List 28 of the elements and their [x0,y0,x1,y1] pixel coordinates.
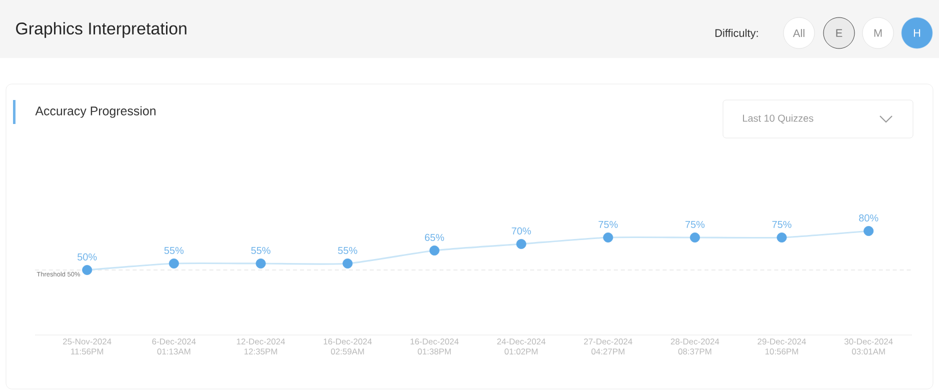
text: H [914,29,920,37]
x-tick-label: 6-Dec-2024 01:13AM [152,338,196,354]
data-label: 75% [598,220,618,228]
text: E [836,29,842,37]
data-label: 50% [78,253,97,260]
x-tick-label: 27-Dec-2024 04:27PM [584,338,632,354]
data-label: 75% [685,220,705,228]
data-label: 70% [512,227,531,234]
x-tick-label: 16-Dec-2024 01:38PM [410,338,459,354]
data-label: 65% [424,234,444,241]
x-tick-label: 30-Dec-2024 03:01AM [844,338,893,354]
x-tick-label: 25-Nov-2024 11:56PM [63,338,112,354]
data-label: 55% [164,246,184,254]
text: All [792,29,804,37]
x-tick-label: 29-Dec-2024 10:56PM [758,338,806,354]
text: M [874,29,882,37]
text: Difficulty: [715,28,758,40]
data-label: 55% [338,246,358,254]
chart-subtitle: Accuracy Progression [35,106,156,118]
text: Last 10 Quizzes [743,114,814,124]
data-label: 75% [772,220,792,228]
chart-title: Graphics Interpretation [16,22,186,38]
data-label: 55% [251,246,270,254]
x-tick-label: 12-Dec-2024 12:35PM [236,338,285,354]
x-tick-label: 28-Dec-2024 08:37PM [670,338,720,354]
x-tick-label: 16-Dec-2024 02:59AM [324,338,372,354]
x-tick-label: 24-Dec-2024 01:02PM [497,338,546,354]
data-label: 80% [859,214,878,222]
